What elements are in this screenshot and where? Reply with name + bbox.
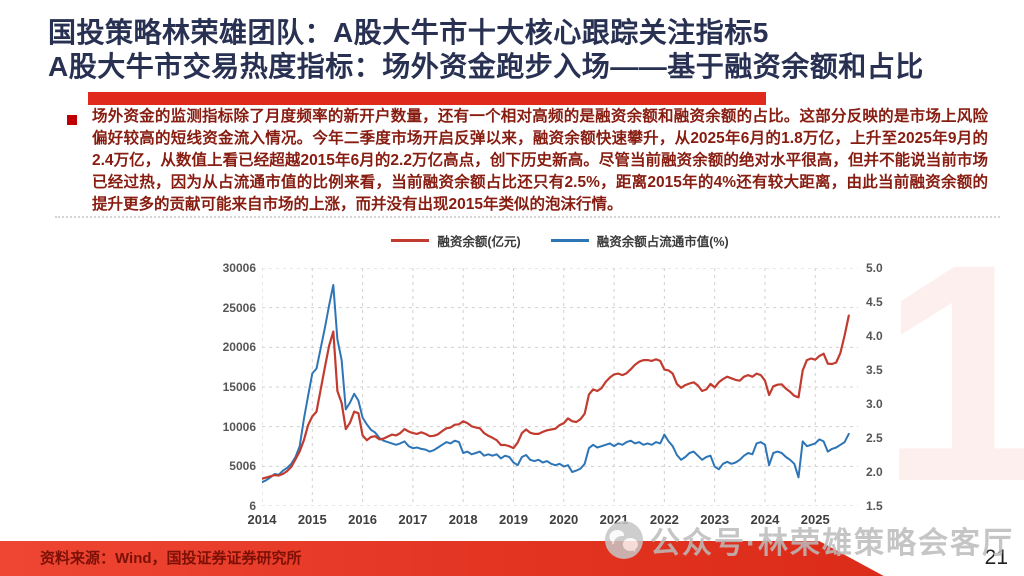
- right-axis-tick: 1.5: [866, 499, 883, 513]
- title-underline-bar: [88, 92, 766, 105]
- legend-label: 融资余额占流通市值(%): [596, 235, 729, 249]
- chart-legend: 融资余额(亿元) 融资余额占流通市值(%): [262, 231, 858, 250]
- x-axis-tick: 2015: [297, 512, 327, 527]
- chart-right-axis: 5.0 4.5 4.0 3.5 3.0 2.5 2.0 1.5: [866, 261, 906, 513]
- chart-x-axis: 2014 2015 2016 2017 2018 2019 2020 2021 2022 2023…: [248, 512, 858, 532]
- x-axis-tick: 2017: [398, 512, 428, 527]
- watermark-text: 公众号·林荣雄策略会客厅: [650, 527, 1014, 560]
- legend-swatch-red-line: [391, 239, 430, 242]
- page-number: 21: [984, 546, 1008, 569]
- x-axis-tick: 2016: [348, 512, 378, 527]
- left-axis-tick: 15006: [222, 380, 256, 394]
- source-attribution: 资料来源：Wind，国投证券证券研究所: [40, 550, 302, 567]
- right-axis-tick: 3.0: [866, 397, 883, 411]
- chart-canvas: [260, 267, 858, 507]
- title-line-1: 国投策略林荣雄团队：A股大牛市十大核心跟踪关注指标5: [48, 17, 769, 48]
- decorative-faint-digit: 1: [879, 199, 1024, 546]
- legend-label: 融资余额(亿元): [437, 235, 521, 249]
- x-axis-tick: 2014: [247, 512, 277, 527]
- x-axis-tick: 2022: [649, 512, 679, 527]
- chart-left-axis: 30006 25006 20006 15006 10006 5006 6: [198, 261, 256, 513]
- legend-item-margin-balance: 融资余额(亿元): [391, 231, 521, 250]
- right-axis-tick: 5.0: [866, 261, 883, 275]
- left-axis-tick: 20006: [222, 340, 256, 355]
- right-axis-tick: 2.0: [866, 465, 883, 479]
- line-chart: [260, 267, 858, 507]
- right-axis-tick: 3.5: [866, 363, 883, 377]
- body-paragraph: 场外资金的监测指标除了月度频率的新开户数量，还有一个相对高频的是融资余额和融资余…: [92, 108, 988, 213]
- left-axis-tick: 10006: [222, 419, 256, 434]
- left-axis-tick: 5006: [229, 459, 256, 474]
- bullet-square-icon: [67, 115, 77, 125]
- title-line-2: A股大牛市交易热度指标：场外资金跑步入场——基于融资余额和占比: [48, 51, 924, 82]
- x-axis-tick: 2023: [700, 512, 730, 527]
- x-axis-tick: 2025: [800, 512, 830, 527]
- x-axis-tick: 2020: [549, 512, 579, 527]
- x-axis-tick: 2024: [750, 512, 780, 527]
- x-axis-tick: 2018: [448, 512, 478, 527]
- left-axis-tick: 30006: [222, 261, 256, 275]
- x-axis-tick: 2019: [499, 512, 528, 527]
- right-axis-tick: 2.5: [866, 431, 883, 445]
- left-axis-tick: 6: [249, 499, 256, 513]
- wechat-icon: [605, 521, 643, 559]
- right-axis-tick: 4.0: [866, 329, 883, 343]
- legend-item-margin-ratio: 融资余额占流通市值(%): [550, 231, 729, 250]
- page-title: 国投策略林荣雄团队：A股大牛市十大核心跟踪关注指标5 A股大牛市交易热度指标：场…: [48, 16, 998, 84]
- legend-swatch-blue-line: [550, 239, 589, 242]
- dotted-separator: [55, 216, 1000, 218]
- account-watermark: 公众号·林荣雄策略会客厅: [604, 518, 1014, 562]
- footer-red-band: [0, 541, 884, 576]
- right-axis-tick: 4.5: [866, 295, 883, 309]
- left-axis-tick: 25006: [222, 300, 256, 315]
